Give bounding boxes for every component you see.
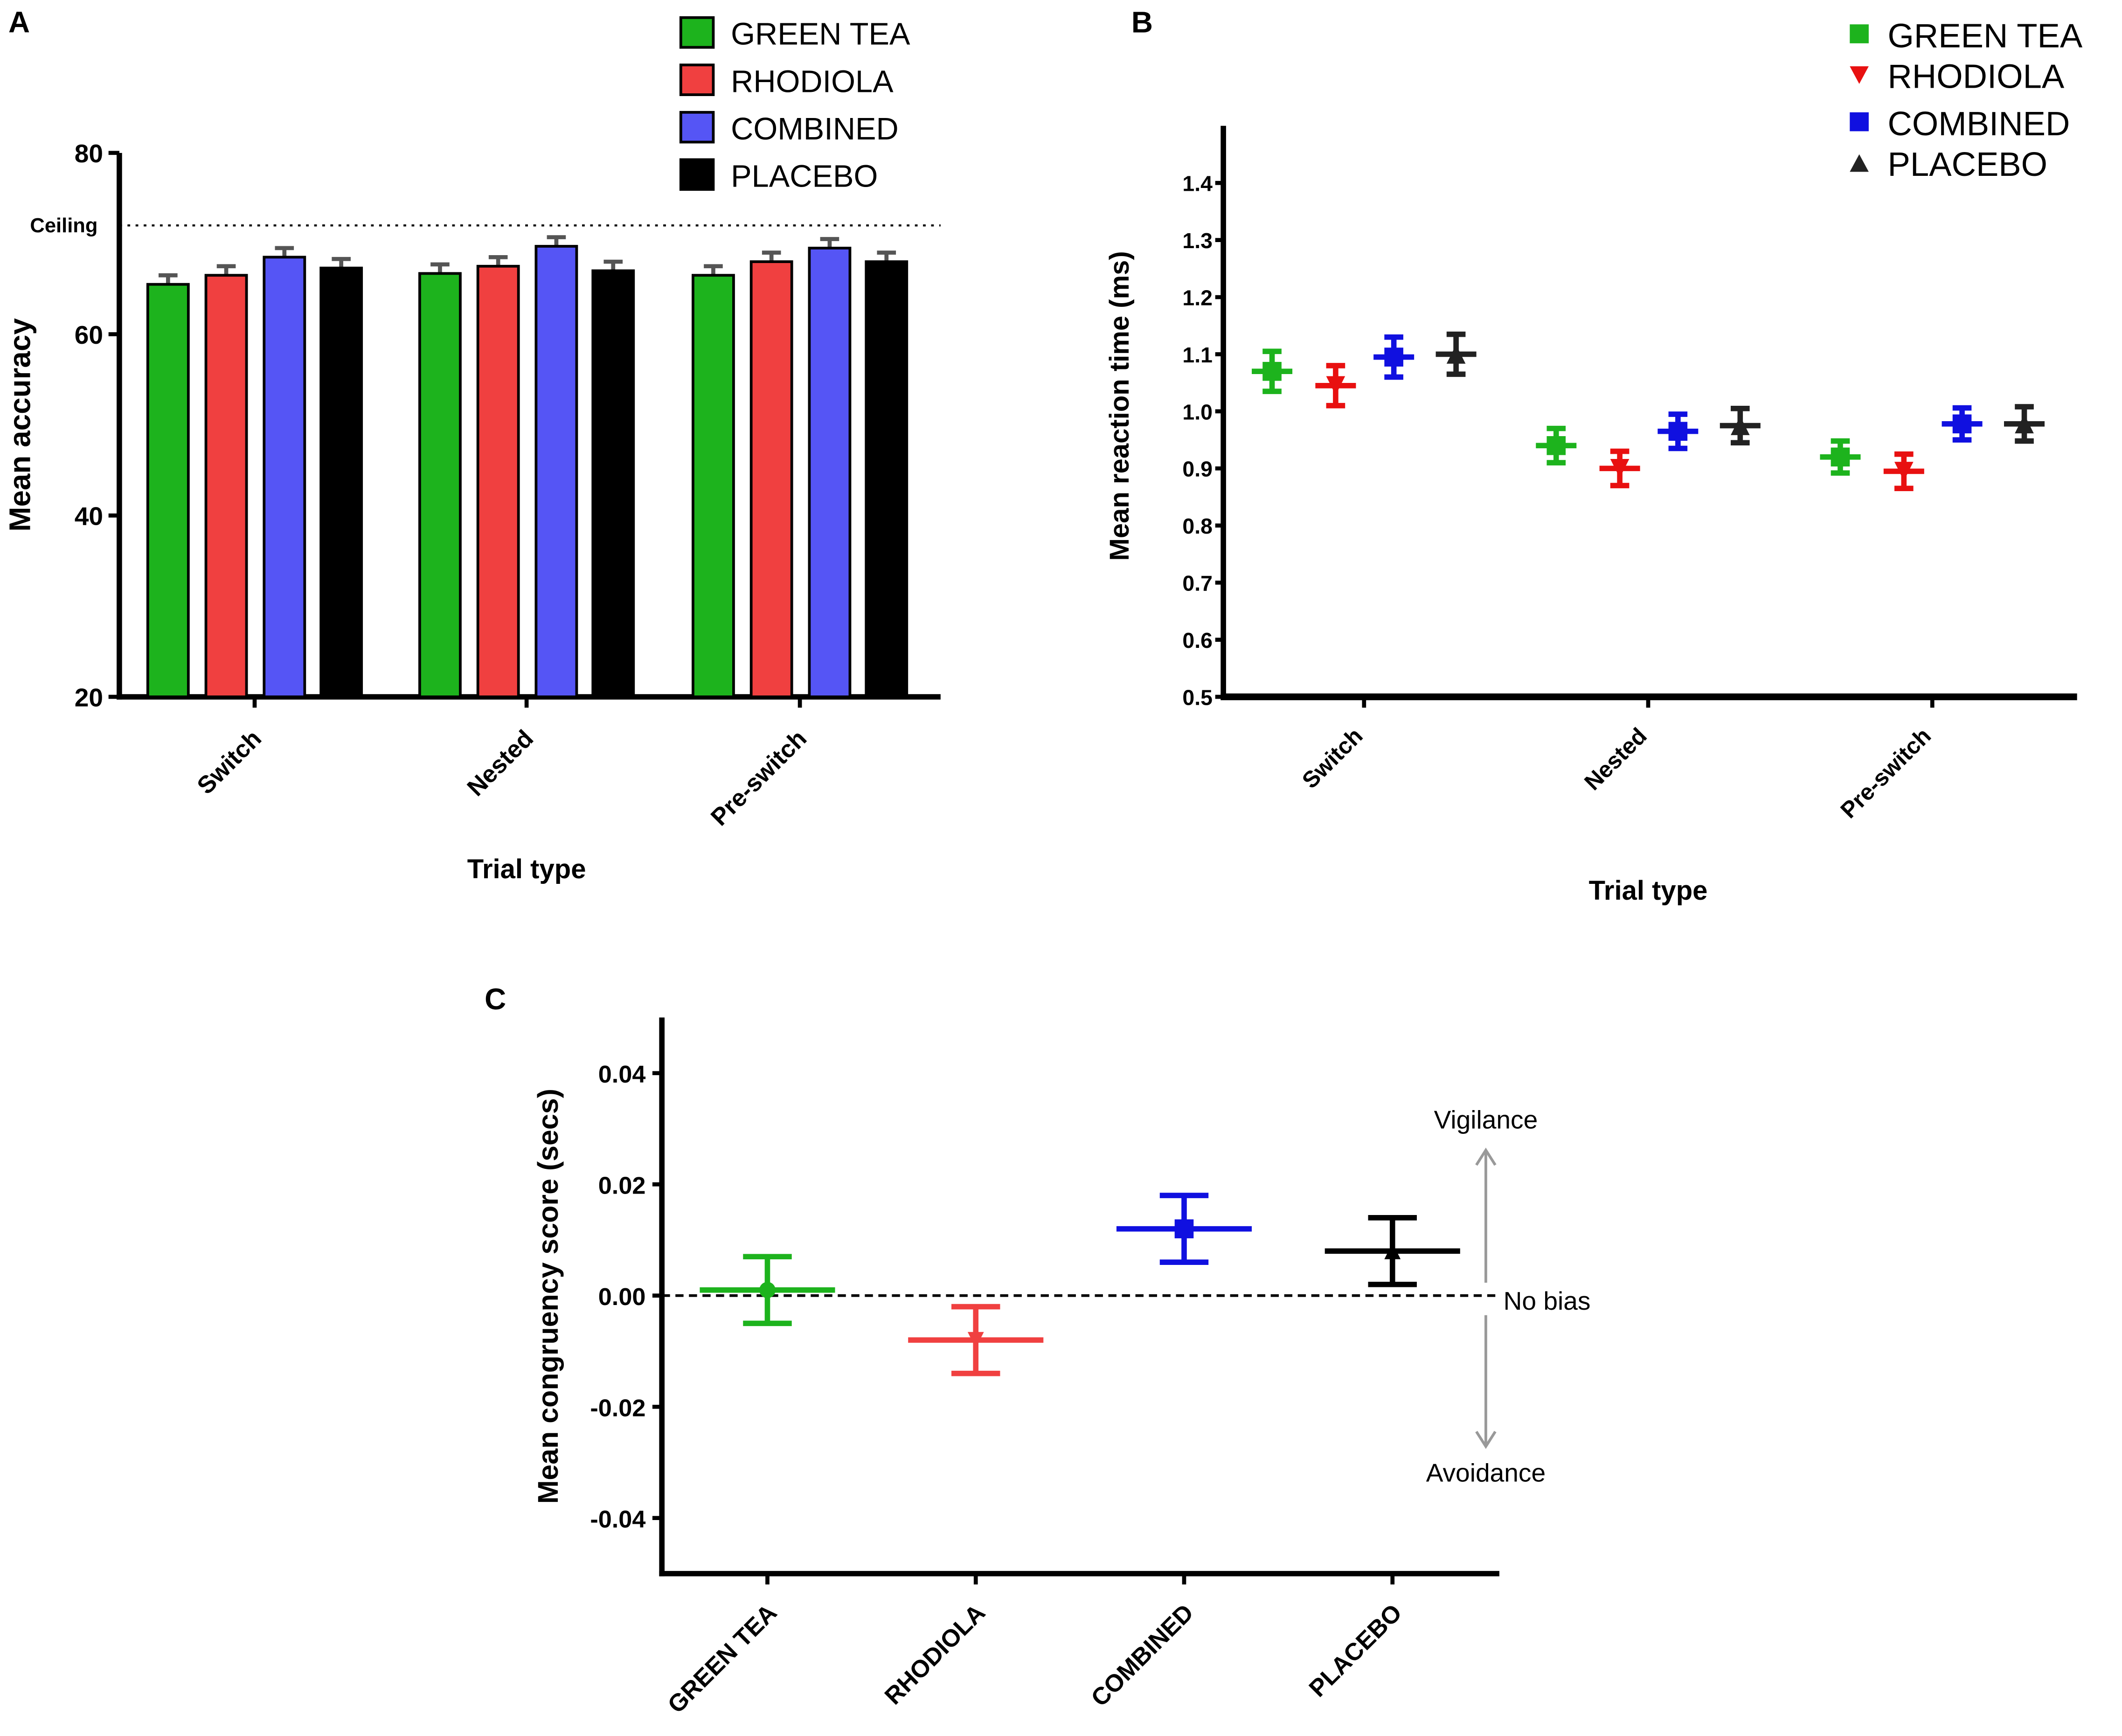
y-tick-label: 0.00 — [598, 1284, 646, 1311]
square-marker — [1546, 436, 1566, 455]
x-tick-label: Switch — [192, 725, 267, 799]
legend-swatch — [679, 16, 715, 49]
bar — [808, 246, 852, 698]
arrow-down-icon — [1475, 1430, 1497, 1449]
x-tick-label: Pre-switch — [1836, 723, 1936, 823]
bar — [418, 272, 462, 698]
square-marker — [1668, 422, 1688, 441]
triangle-up-marker — [1731, 416, 1750, 435]
bar — [591, 269, 635, 698]
legend-label: GREEN TEA — [731, 17, 910, 52]
x-tick-label: GREEN TEA — [663, 1599, 782, 1718]
legend-label: RHODIOLA — [731, 64, 894, 99]
x-tick-label: Switch — [1297, 723, 1367, 793]
x-tick-label: RHODIOLA — [880, 1599, 991, 1710]
y-tick-label: 1.0 — [1182, 400, 1213, 424]
y-tick-label: 1.2 — [1182, 285, 1213, 310]
y-tick-label: 1.3 — [1182, 229, 1213, 253]
x-tick-label: COMBINED — [1086, 1599, 1199, 1712]
panel-a: A 20 40 60 80 Ceiling Switch Nested Pre-switch Me… — [3, 6, 941, 884]
square-marker — [1831, 447, 1850, 467]
legend-marker — [1850, 154, 1869, 172]
y-tick-label: -0.02 — [590, 1395, 645, 1422]
triangle-down-marker — [1326, 376, 1345, 396]
y-tick-label: 60 — [75, 320, 103, 349]
legend-label: GREEN TEA — [1888, 17, 2083, 55]
legend-marker — [1850, 24, 1869, 43]
vigilance-label: Vigilance — [1434, 1105, 1538, 1134]
y-tick-label: 80 — [75, 139, 103, 168]
y-tick-label: 0.8 — [1182, 514, 1213, 538]
square-marker — [1384, 347, 1403, 367]
x-tick-label: Pre-switch — [706, 725, 812, 831]
triangle-down-marker — [1610, 459, 1630, 478]
y-tick-label: 0.02 — [598, 1173, 646, 1200]
triangle-up-marker — [1384, 1243, 1401, 1259]
legend-label: COMBINED — [731, 112, 899, 146]
y-tick-label: 1.1 — [1182, 343, 1213, 367]
bar — [476, 264, 520, 698]
legend-swatch — [679, 63, 715, 96]
legend-swatch — [679, 158, 715, 191]
y-axis-title: Mean accuracy — [3, 318, 36, 532]
no-bias-label: No bias — [1504, 1286, 1591, 1315]
triangle-up-marker — [1446, 345, 1466, 364]
triangle-down-marker — [1894, 462, 1914, 481]
square-marker — [1952, 414, 1972, 434]
y-tick-label: 20 — [75, 683, 103, 712]
bar — [204, 274, 248, 698]
ceiling-label: Ceiling — [30, 215, 97, 237]
legend-marker — [1850, 66, 1869, 84]
legend-swatch — [679, 111, 715, 144]
panel-b: B 0.5 0.6 0.7 0.8 0.9 1.0 1.1 1.2 1.3 1.4 Switch Nes… — [1104, 6, 2083, 906]
square-marker — [1262, 361, 1282, 381]
y-axis-title: Mean congruency score (secs) — [532, 1089, 564, 1504]
x-tick-label: Nested — [1580, 723, 1652, 795]
y-tick-label: 40 — [75, 502, 103, 531]
bar — [319, 266, 363, 698]
bar — [865, 260, 908, 698]
y-tick-label: 0.6 — [1182, 628, 1213, 653]
legend-label: RHODIOLA — [1888, 58, 2065, 96]
square-marker — [1174, 1219, 1194, 1238]
x-tick-label: PLACEBO — [1304, 1599, 1407, 1702]
x-axis-title: Trial type — [467, 854, 586, 884]
y-tick-label: 0.7 — [1182, 571, 1213, 596]
arrow-up-icon — [1475, 1147, 1497, 1166]
x-axis-title: Trial type — [1589, 875, 1708, 906]
triangle-down-marker — [967, 1332, 984, 1348]
bar — [534, 245, 578, 698]
y-axis-title: Mean reaction time (ms) — [1104, 251, 1135, 561]
y-tick-label: -0.04 — [590, 1506, 645, 1533]
x-tick-label: Nested — [462, 725, 539, 801]
bar — [146, 283, 190, 698]
circle-marker — [759, 1282, 776, 1299]
avoidance-label: Avoidance — [1426, 1458, 1546, 1487]
panel-label: C — [485, 982, 506, 1016]
legend-marker — [1850, 112, 1869, 132]
bar — [263, 256, 306, 698]
legend-label: PLACEBO — [1888, 146, 2048, 183]
legend-label: PLACEBO — [731, 159, 878, 194]
panel-c: C -0.04 -0.02 0.00 0.02 0.04 GREEN TEA RHODIOLA… — [485, 982, 1590, 1719]
panel-label: A — [8, 6, 30, 39]
y-tick-label: 0.04 — [598, 1061, 646, 1088]
y-tick-label: 0.5 — [1182, 685, 1213, 709]
bar — [749, 260, 793, 698]
panel-label: B — [1131, 6, 1153, 39]
legend-label: COMBINED — [1888, 105, 2070, 143]
triangle-up-marker — [2015, 414, 2034, 434]
y-tick-label: 1.4 — [1182, 172, 1213, 196]
y-tick-label: 0.9 — [1182, 457, 1213, 481]
bar — [692, 274, 735, 698]
